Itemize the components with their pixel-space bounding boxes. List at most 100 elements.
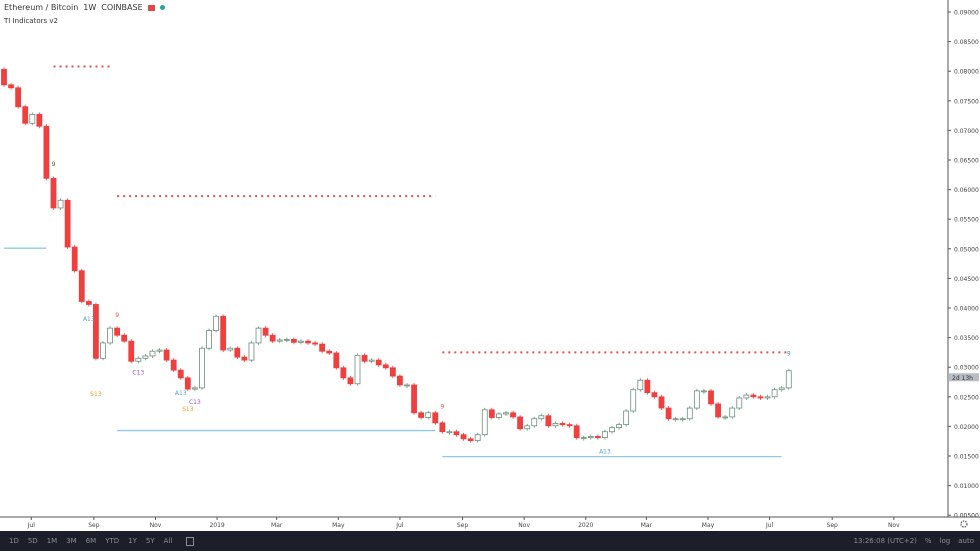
bottom-toolbar: 1D 5D 1M 3M 6M YTD 1Y 5Y All 13:26:08 (U… [0,531,980,551]
range-ytd[interactable]: YTD [105,537,120,545]
percent-toggle[interactable]: % [924,537,932,545]
interval[interactable]: 1W [83,3,97,12]
candle-up [623,410,630,426]
candle-up [686,407,693,420]
candle-down [453,431,460,436]
candle-up [736,397,743,409]
candle-up [107,327,113,344]
y-tick-label: 0.04000 [954,306,979,313]
x-tick-label: Sep [827,522,839,529]
candle-up [481,409,488,436]
candle-up [743,394,750,399]
candle-down [241,356,248,361]
range-all[interactable]: All [163,537,173,545]
candle-down [651,392,658,398]
candle-down [93,304,99,359]
candle-down [347,377,354,385]
candle-up [199,347,205,389]
candle-up [255,327,262,344]
range-1m[interactable]: 1M [46,537,58,545]
price-chart[interactable]: 0.09000 0.08500 0.08000 0.07500 0.07000 0.065… [0,0,980,531]
countdown-label: 2d 13h [952,375,973,382]
signal-label: S13 [182,406,194,413]
symbol-name[interactable]: Ethereum / Bitcoin [4,3,79,12]
y-tick-label: 0.01000 [954,483,979,490]
teal-dot-icon [159,5,165,10]
x-tick-label: Jul [765,522,774,529]
candle-up [404,384,410,387]
candle-up [248,342,255,361]
range-1d[interactable]: 1D [9,537,19,545]
candle-up [276,339,283,342]
candle-down [50,177,57,209]
x-tick-label: Sep [88,522,100,529]
signal-label: 9 [787,350,791,357]
y-tick-label: 0.09000 [954,10,979,17]
candle-up [679,418,686,421]
x-tick-label: Mar [271,522,283,529]
gear-icon[interactable] [960,520,968,528]
candle-down [708,390,714,405]
indicator-name[interactable]: TI Indicators v2 [4,17,58,25]
candle-down [517,416,524,430]
red-flag-icon[interactable] [147,4,155,11]
log-toggle[interactable]: log [939,537,951,545]
candle-down [439,422,446,433]
candle-up [206,330,212,349]
candle-down [305,340,311,344]
last-price-badge [949,373,979,382]
range-5y[interactable]: 5Y [145,537,155,545]
candle-up [283,338,290,341]
clock[interactable]: 13:26:08 (UTC+2) [853,537,917,545]
y-tick-label: 0.08500 [954,39,979,46]
candle-down [121,334,128,342]
candle-down [757,396,764,399]
candle-down [220,315,227,351]
candle-up [425,412,432,418]
candle-up [298,340,304,343]
x-tick-label: Jul [27,522,36,529]
candle-up [672,418,679,421]
candle-up [771,389,778,398]
signal-label: C13 [189,399,201,406]
candle-down [177,369,184,379]
candle-up [693,390,700,409]
candle-up [524,425,531,430]
candle-up [538,415,545,420]
candle-up [722,416,729,419]
range-3m[interactable]: 3M [66,537,77,545]
candle-down [665,407,672,420]
auto-toggle[interactable]: auto [958,537,974,545]
candle-up [531,418,538,427]
candle-up [354,354,361,385]
candle-down [333,352,340,369]
candle-down [566,424,573,427]
x-tick-label: Nov [888,522,900,529]
candle-down [375,359,382,366]
candle-up [156,349,163,352]
candle-up [227,347,234,351]
range-5d[interactable]: 5D [27,537,38,545]
candle-up [587,436,594,439]
candle-up [29,114,36,124]
x-tick-label: Sep [457,522,469,529]
candle-down [488,409,495,418]
calendar-icon[interactable] [186,536,195,546]
candle-down [184,377,191,390]
signal-label: 9 [115,312,119,319]
candle-down [326,350,333,354]
x-tick-label: Mar [641,522,653,529]
candle-down [573,425,580,439]
candle-down [163,349,170,361]
range-6m[interactable]: 6M [85,537,97,545]
signal-label: A13 [175,390,187,397]
candle-down [545,415,552,427]
x-tick-label: Jul [395,522,404,529]
candle-down [64,199,71,248]
range-1y[interactable]: 1Y [128,537,137,545]
candle-up [552,423,559,427]
candle-down [594,436,601,439]
signal-label: A13 [83,316,95,323]
y-tick-label: 0.06500 [954,158,979,165]
candle-up [474,434,481,442]
